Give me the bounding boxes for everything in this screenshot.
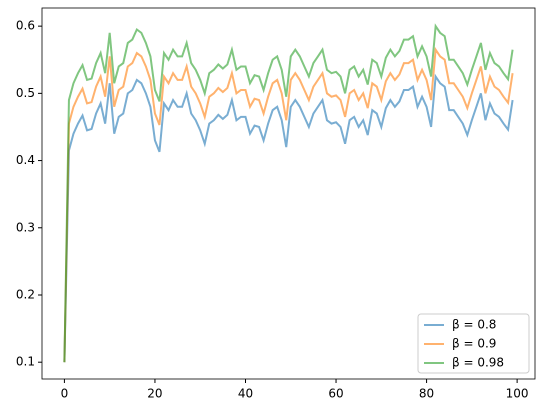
- y-tick-label: 0.4: [16, 153, 35, 167]
- x-tick-label: 20: [147, 387, 162, 401]
- x-tick-label: 60: [328, 387, 343, 401]
- x-tick-label: 0: [61, 387, 69, 401]
- legend: β = 0.8 β = 0.9 β = 0.98: [417, 313, 530, 374]
- x-tick-label: 100: [506, 387, 529, 401]
- y-tick-label: 0.1: [16, 355, 35, 369]
- legend-label: β = 0.8: [452, 318, 496, 332]
- series-line: [63, 73, 514, 363]
- y-tick-label: 0.2: [16, 287, 35, 301]
- y-tick-label: 0.3: [16, 220, 35, 234]
- legend-label: β = 0.98: [452, 356, 504, 370]
- legend-label: β = 0.9: [452, 337, 496, 351]
- x-tick-label: 40: [238, 387, 253, 401]
- series-line: [63, 46, 514, 363]
- legend-box: [417, 313, 530, 374]
- y-tick-label: 0.6: [16, 19, 35, 33]
- plot-frame: [41, 7, 536, 380]
- y-tick-label: 0.5: [16, 86, 35, 100]
- x-tick-label: 80: [419, 387, 434, 401]
- series-line: [63, 23, 514, 363]
